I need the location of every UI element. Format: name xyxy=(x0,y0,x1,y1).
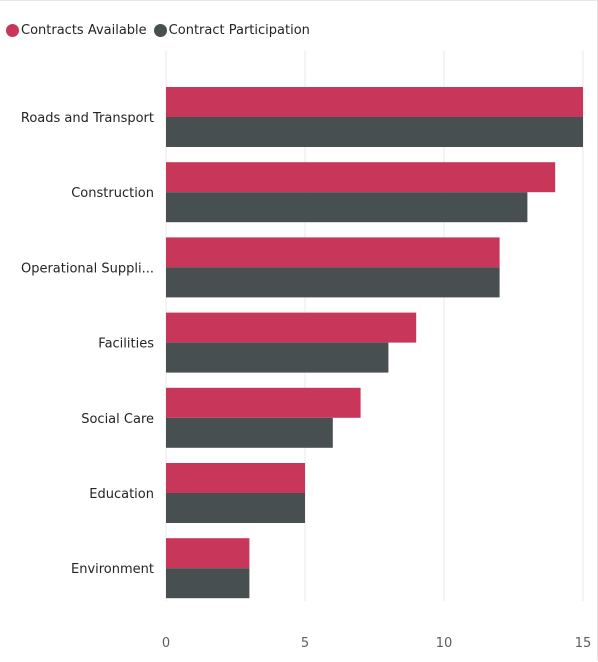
category-label: Roads and Transport xyxy=(21,111,154,126)
x-tick-label: 10 xyxy=(436,636,453,651)
category-label: Environment xyxy=(71,562,154,577)
bar-contracts-available[interactable] xyxy=(166,387,361,418)
bar-contract-participation[interactable] xyxy=(166,117,583,147)
bar-contract-participation[interactable] xyxy=(166,192,528,223)
x-axis-ticks: 0 5 10 15 xyxy=(162,636,591,651)
bar-contracts-available[interactable] xyxy=(166,87,583,117)
legend-item-contracts-available[interactable]: Contracts Available xyxy=(6,23,147,38)
bar-contract-participation[interactable] xyxy=(166,568,250,599)
bar-contracts-available[interactable] xyxy=(166,162,556,193)
bar-contracts-available[interactable] xyxy=(166,312,417,343)
bar-contract-participation[interactable] xyxy=(166,417,333,448)
bar-contract-participation[interactable] xyxy=(166,267,500,298)
bars xyxy=(166,87,583,599)
bar-contract-participation[interactable] xyxy=(166,342,389,373)
x-tick-label: 15 xyxy=(575,636,592,651)
x-tick-label: 5 xyxy=(301,636,309,651)
category-label: Education xyxy=(89,487,154,502)
legend-label-contract-participation: Contract Participation xyxy=(168,22,310,38)
legend-marker-contracts-available xyxy=(6,23,19,37)
bar-contracts-available[interactable] xyxy=(166,237,500,268)
bar-contract-participation[interactable] xyxy=(166,493,305,523)
x-tick-label: 0 xyxy=(162,636,170,651)
legend: Contracts Available Contract Participati… xyxy=(6,20,317,40)
category-label: Social Care xyxy=(81,412,154,427)
category-label: Construction xyxy=(71,186,154,201)
category-label: Facilities xyxy=(98,337,154,352)
legend-label-contracts-available: Contracts Available xyxy=(21,22,147,38)
bar-contracts-available[interactable] xyxy=(166,538,250,569)
legend-item-contract-participation[interactable]: Contract Participation xyxy=(153,22,310,38)
category-labels: Roads and Transport Construction Operation… xyxy=(21,111,154,577)
category-label: Operational Suppli... xyxy=(21,261,154,276)
bar-contracts-available[interactable] xyxy=(166,463,305,493)
legend-marker-contract-participation xyxy=(153,23,167,37)
